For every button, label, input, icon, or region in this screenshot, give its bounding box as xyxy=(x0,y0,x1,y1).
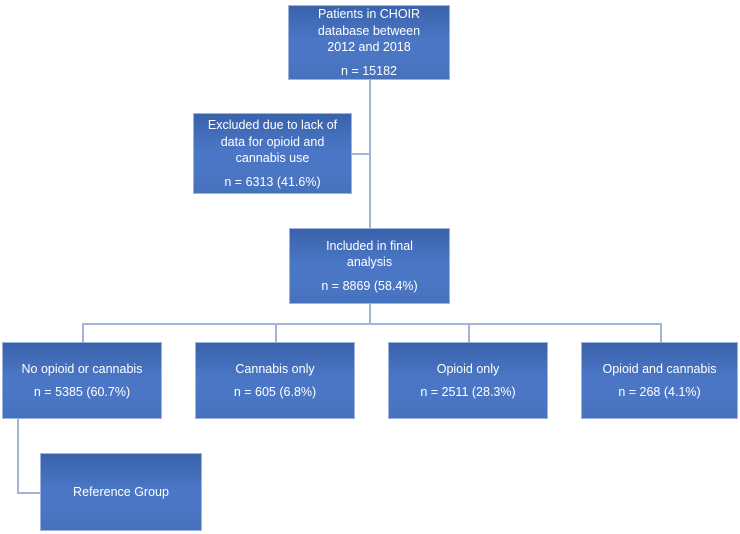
node-count: n = 15182 xyxy=(341,63,397,78)
node-excluded: Excluded due to lack of data for opioid … xyxy=(193,113,352,194)
connector-drop-no-opioid xyxy=(82,323,84,342)
connector-drop-opioid-only xyxy=(468,323,470,342)
connector-drop-opioid-cannabis xyxy=(660,323,662,342)
node-title: Included in final analysis xyxy=(326,238,413,270)
node-count: n = 6313 (41.6%) xyxy=(224,174,321,189)
node-reference-group: Reference Group xyxy=(40,453,202,531)
node-included-final-analysis: Included in final analysis n = 8869 (58.… xyxy=(289,228,450,304)
node-count: n = 2511 (28.3%) xyxy=(420,385,516,399)
connector-included-down xyxy=(369,304,371,323)
connector-reference-vert xyxy=(17,419,19,492)
node-no-opioid-or-cannabis: No opioid or cannabis n = 5385 (60.7%) xyxy=(2,342,162,419)
connector-excluded-branch xyxy=(352,153,370,155)
node-patients-choir-database: Patients in CHOIR database between 2012 … xyxy=(288,5,450,80)
connector-drop-cannabis-only xyxy=(275,323,277,342)
node-count: n = 268 (4.1%) xyxy=(618,385,701,399)
node-count: n = 5385 (60.7%) xyxy=(33,385,131,399)
node-count: n = 605 (6.8%) xyxy=(233,385,317,399)
node-title: Opioid and cannabis xyxy=(602,361,717,376)
node-count: n = 8869 (58.4%) xyxy=(321,278,418,293)
node-title: Opioid only xyxy=(436,361,500,376)
connector-reference-horz xyxy=(17,492,40,494)
connector-groups-bus xyxy=(82,323,661,325)
node-title: Excluded due to lack of data for opioid … xyxy=(207,118,338,165)
node-opioid-and-cannabis: Opioid and cannabis n = 268 (4.1%) xyxy=(581,342,738,419)
node-title: Patients in CHOIR database between 2012 … xyxy=(317,7,421,54)
node-title: No opioid or cannabis xyxy=(21,361,143,376)
node-title: Cannabis only xyxy=(235,361,315,376)
node-cannabis-only: Cannabis only n = 605 (6.8%) xyxy=(195,342,355,419)
node-opioid-only: Opioid only n = 2511 (28.3%) xyxy=(388,342,548,419)
node-title: Reference Group xyxy=(73,484,169,499)
